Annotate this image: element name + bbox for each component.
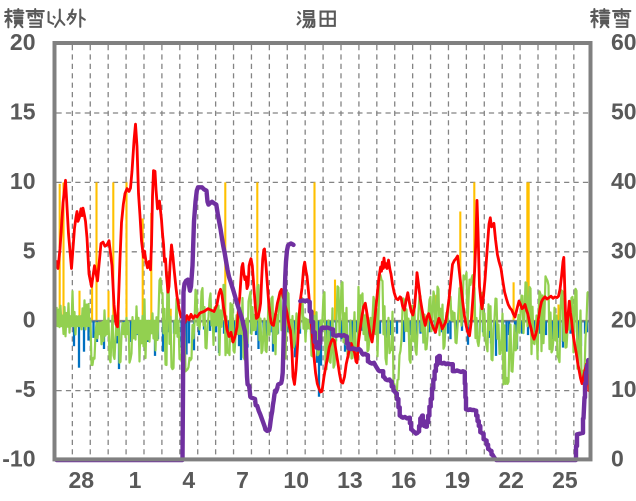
svg-text:22: 22 xyxy=(498,467,524,493)
svg-text:20: 20 xyxy=(10,29,36,55)
svg-text:40: 40 xyxy=(611,168,636,194)
svg-text:50: 50 xyxy=(611,99,636,125)
svg-text:16: 16 xyxy=(391,467,417,493)
svg-text:25: 25 xyxy=(552,467,578,493)
svg-text:1: 1 xyxy=(129,467,142,493)
svg-text:-5: -5 xyxy=(15,376,36,402)
svg-text:-10: -10 xyxy=(2,446,35,472)
svg-text:20: 20 xyxy=(611,307,636,333)
svg-text:0: 0 xyxy=(23,307,36,333)
svg-text:7: 7 xyxy=(236,467,249,493)
svg-text:10: 10 xyxy=(611,376,636,402)
svg-text:15: 15 xyxy=(10,99,36,125)
svg-text:4: 4 xyxy=(182,467,195,493)
svg-text:30: 30 xyxy=(611,237,636,263)
svg-text:5: 5 xyxy=(23,237,36,263)
svg-text:13: 13 xyxy=(337,467,363,493)
svg-text:10: 10 xyxy=(283,467,309,493)
svg-text:60: 60 xyxy=(611,29,636,55)
svg-text:19: 19 xyxy=(445,467,471,493)
svg-text:10: 10 xyxy=(10,168,36,194)
svg-text:0: 0 xyxy=(611,446,624,472)
svg-text:28: 28 xyxy=(69,467,95,493)
